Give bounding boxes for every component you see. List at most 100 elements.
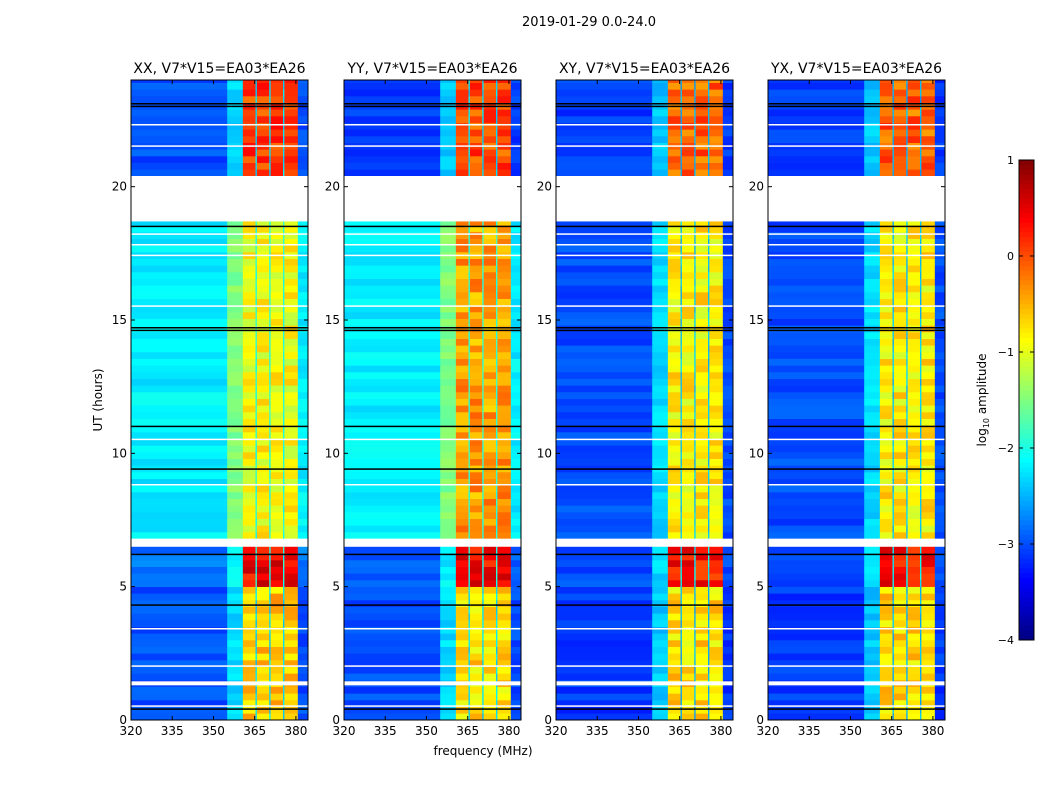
heatmap-cell — [652, 298, 669, 306]
heatmap-cell — [468, 706, 471, 714]
heatmap-cell — [556, 498, 653, 506]
heatmap-cell — [694, 633, 696, 641]
heatmap-cell — [284, 392, 299, 399]
heatmap-cell — [440, 485, 457, 493]
heatmap-cell — [864, 425, 881, 433]
heatmap-cell — [131, 82, 228, 90]
heatmap-cell — [768, 706, 865, 714]
heatmap-cell — [284, 162, 299, 170]
heatmap-cell — [297, 418, 309, 426]
heatmap-cell — [284, 385, 299, 393]
heatmap-cell — [440, 472, 457, 479]
heatmap-cell — [468, 96, 471, 103]
colorbar-segment — [1019, 601, 1034, 607]
heatmap-cell — [227, 525, 244, 533]
heatmap-cell — [652, 546, 669, 554]
heatmap-cell — [864, 478, 881, 486]
heatmap-cell — [344, 345, 441, 353]
heatmap-cell — [455, 318, 469, 326]
heatmap-cell — [906, 586, 908, 594]
dark-row — [556, 708, 733, 710]
heatmap-cell — [344, 693, 441, 701]
heatmap-cell — [864, 116, 881, 123]
heatmap-cell — [344, 633, 441, 641]
heatmap-cell — [892, 532, 895, 539]
colorbar-frame — [1018, 159, 1035, 641]
heatmap-cell — [227, 238, 244, 246]
heatmap-cell — [227, 700, 244, 707]
heatmap-cell — [934, 518, 946, 526]
heatmap-cell — [893, 492, 907, 499]
heatmap-cell — [907, 646, 921, 654]
heatmap-cell — [242, 553, 256, 561]
heatmap-cell — [131, 452, 228, 459]
heatmap-cell — [934, 492, 946, 499]
heatmap-cell — [284, 613, 299, 621]
heatmap-cell — [892, 478, 895, 486]
heatmap-cell — [131, 633, 228, 641]
heatmap-cell — [495, 600, 498, 607]
heatmap-cell — [495, 149, 498, 157]
heatmap-cell — [906, 478, 908, 486]
heatmap-cell — [440, 372, 457, 379]
heatmap-cell — [556, 149, 653, 157]
heatmap-cell — [680, 693, 683, 701]
heatmap-cell — [468, 525, 471, 533]
heatmap-cell — [707, 492, 710, 499]
heatmap-cell — [282, 156, 285, 163]
heatmap-cell — [468, 318, 471, 326]
heatmap-cell — [282, 278, 285, 286]
heatmap-cell — [707, 412, 710, 419]
heatmap-cell — [919, 425, 922, 433]
heatmap-cell — [707, 700, 710, 707]
heatmap-cell — [681, 398, 695, 406]
heatmap-cell — [344, 593, 441, 601]
heatmap-cell — [440, 653, 457, 661]
colorbar-tick-label: 1 — [1007, 154, 1014, 167]
heatmap-cell — [483, 546, 497, 554]
heatmap-cell — [344, 532, 441, 539]
heatmap-cell — [483, 580, 497, 587]
heatmap-cell — [227, 225, 244, 233]
heatmap-cell — [242, 358, 256, 366]
heatmap-cell — [707, 156, 710, 163]
heatmap-cell — [497, 325, 512, 333]
heatmap-cell — [242, 89, 256, 97]
heatmap-cell — [495, 553, 498, 561]
heatmap-cell — [919, 505, 922, 513]
heatmap-cell — [256, 232, 270, 239]
heatmap-cell — [344, 129, 441, 137]
flagged-row — [768, 254, 945, 257]
heatmap-cell — [709, 713, 724, 721]
heatmap-cell — [284, 593, 299, 601]
heatmap-cell — [482, 352, 484, 359]
heatmap-cell — [255, 272, 258, 279]
heatmap-cell — [709, 553, 724, 561]
heatmap-cell — [879, 686, 893, 694]
heatmap-cell — [255, 372, 258, 379]
heatmap-cell — [282, 89, 285, 97]
heatmap-cell — [694, 606, 696, 614]
heatmap-cell — [227, 606, 244, 614]
heatmap-cell — [709, 505, 724, 513]
heatmap-cell — [652, 686, 669, 694]
heatmap-cell — [934, 265, 946, 273]
heatmap-cell — [681, 432, 695, 439]
heatmap-cell — [919, 566, 922, 574]
heatmap-cell — [256, 660, 270, 667]
heatmap-cell — [455, 626, 469, 634]
heatmap-cell — [722, 518, 734, 526]
heatmap-cell — [255, 425, 258, 433]
heatmap-cell — [667, 156, 681, 163]
heatmap-cell — [768, 492, 865, 499]
heatmap-cell — [907, 136, 921, 143]
heatmap-cell — [497, 472, 512, 479]
heatmap-cell — [893, 89, 907, 97]
heatmap-cell — [652, 325, 669, 333]
heatmap-cell — [879, 109, 893, 117]
heatmap-cell — [297, 586, 309, 594]
heatmap-cell — [681, 338, 695, 346]
heatmap-cell — [652, 600, 669, 607]
heatmap-cell — [907, 149, 921, 157]
heatmap-cell — [709, 156, 724, 163]
